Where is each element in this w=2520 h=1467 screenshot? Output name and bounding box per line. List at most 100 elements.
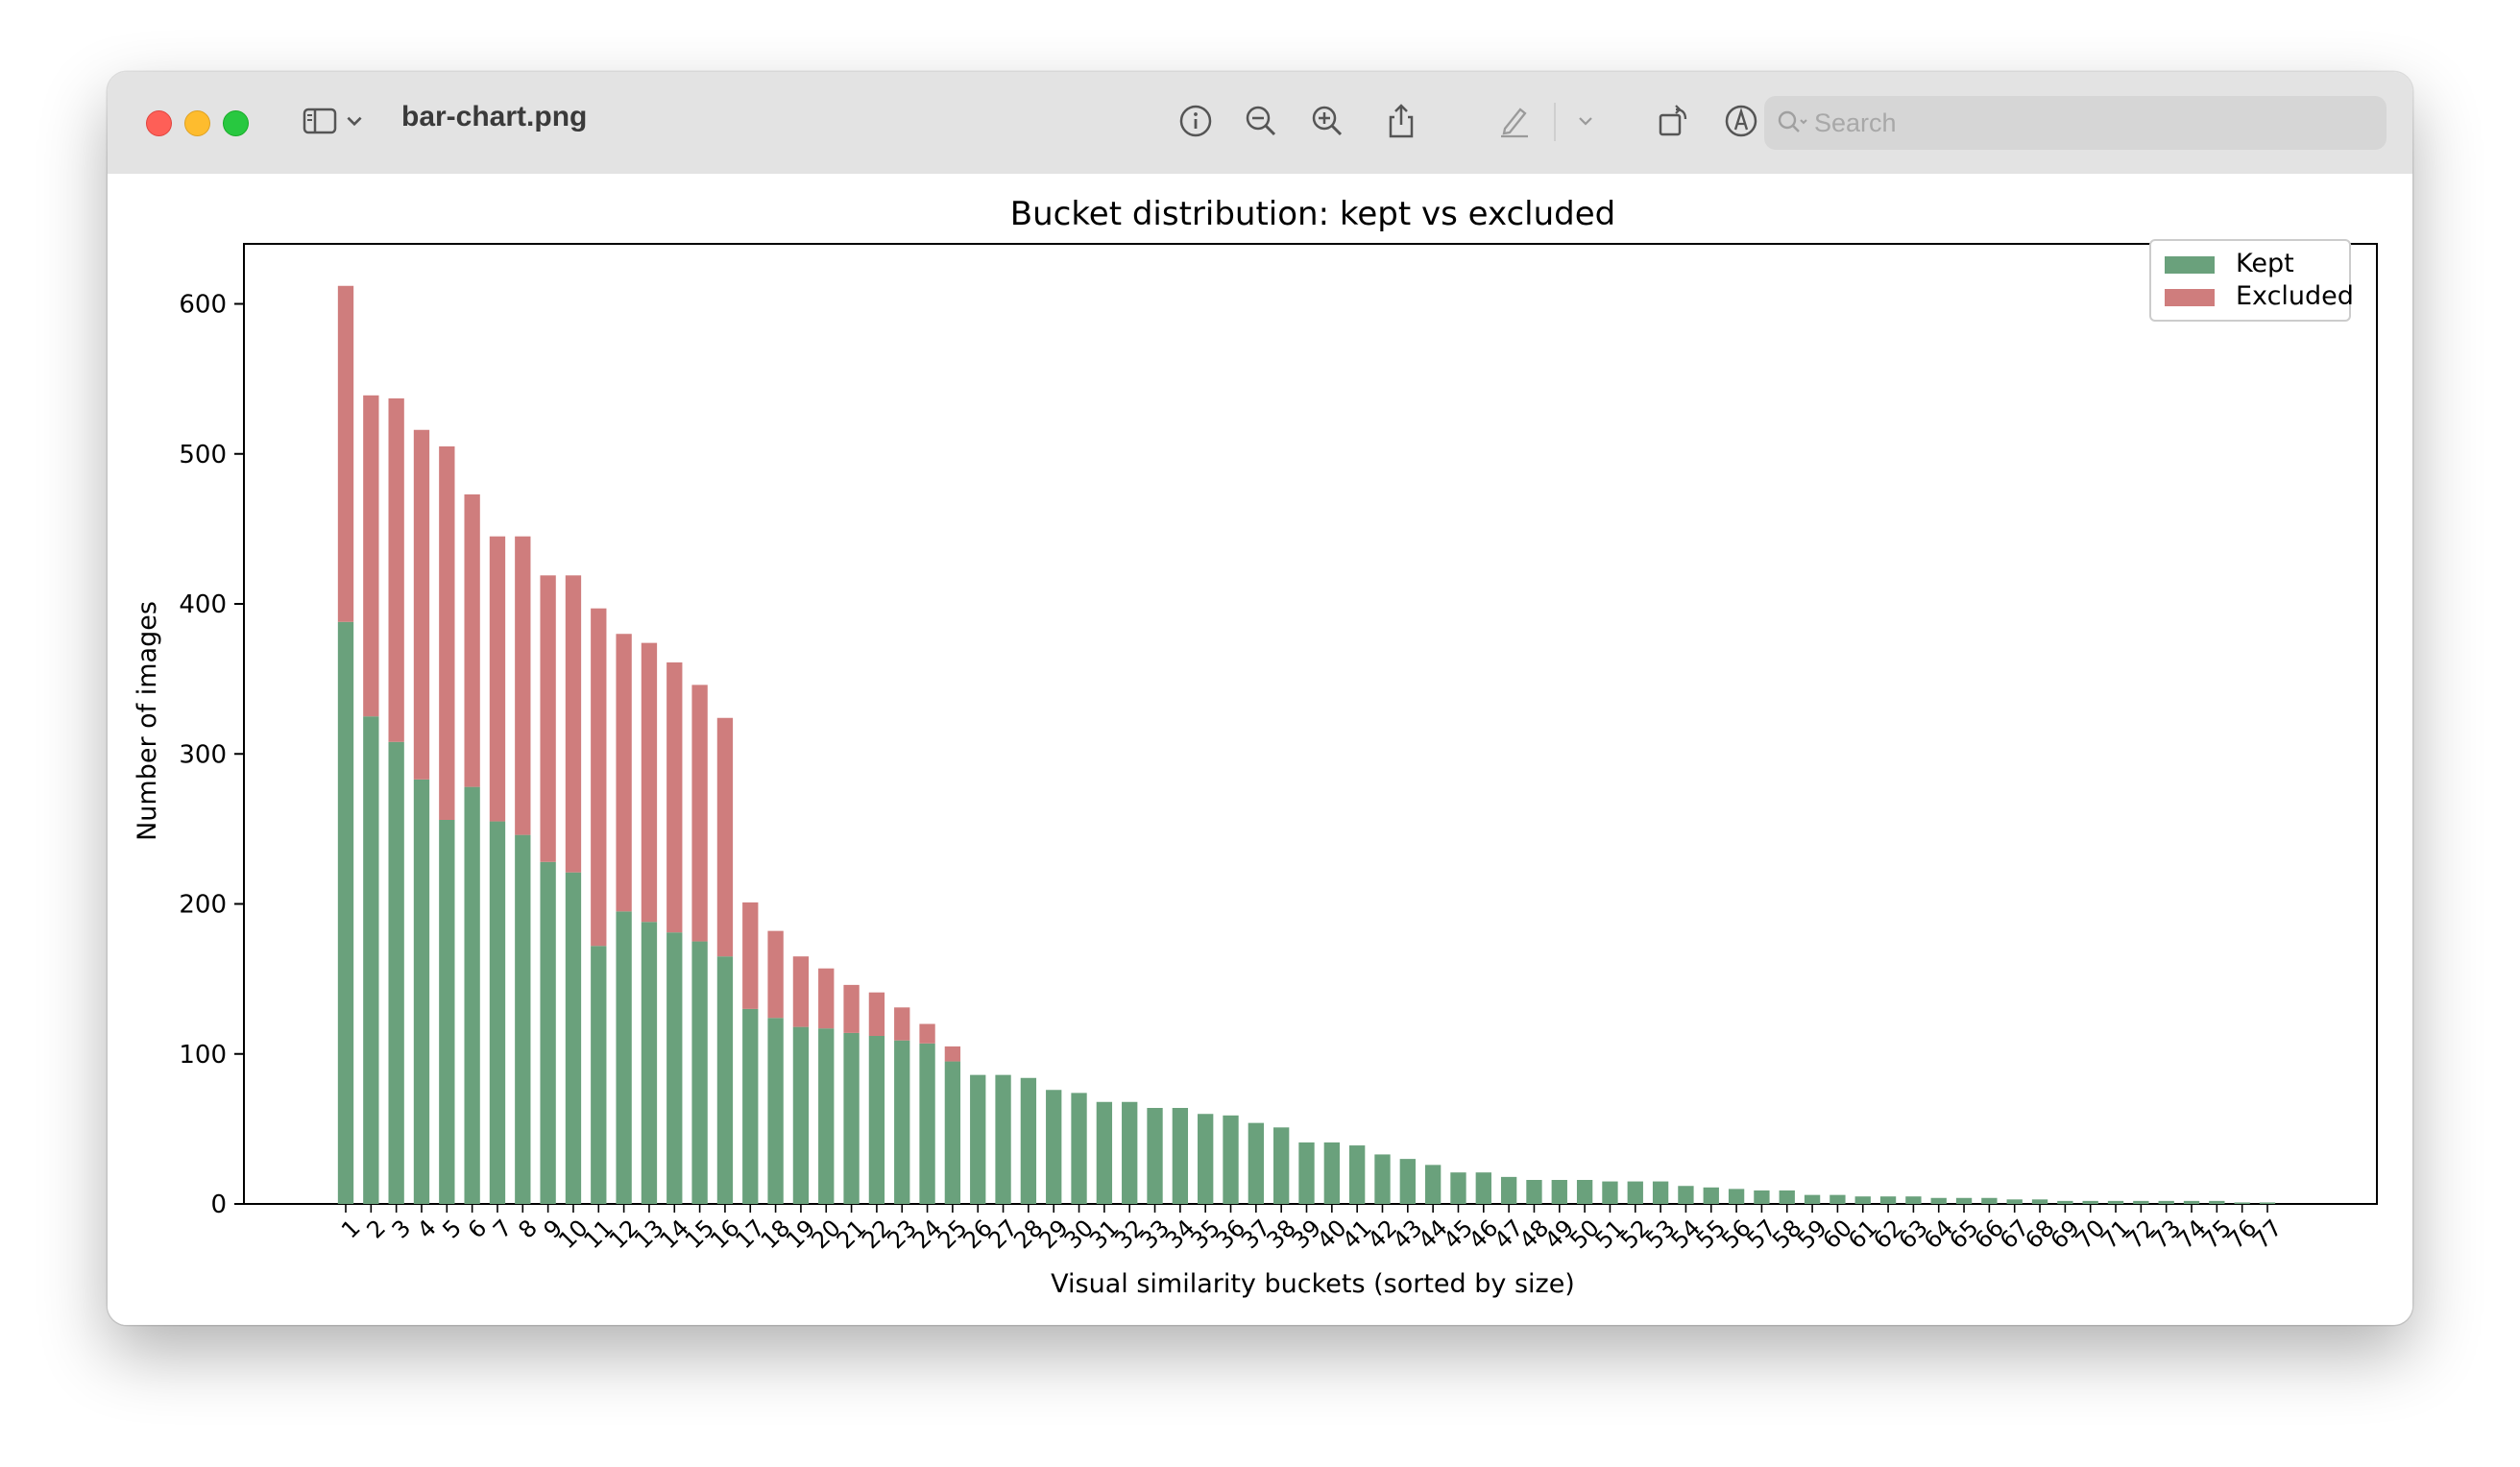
bar-kept-51 [1602, 1181, 1618, 1204]
bar-kept-49 [1551, 1180, 1567, 1204]
bar-kept-19 [792, 1026, 810, 1204]
chevron-down-icon [347, 116, 362, 127]
bar-excluded-7 [489, 536, 506, 822]
bar-kept-45 [1450, 1172, 1466, 1204]
document-title: bar-chart.png [401, 101, 588, 132]
zoom-button[interactable] [223, 110, 249, 136]
markup-options-button[interactable] [1571, 97, 1600, 145]
image-viewport: 0 100 200 300 400 500 600 1 2 3 4 5 6 7 8 9 10 11 12 13 14 15… [108, 174, 2412, 1325]
search-placeholder: Search [1814, 108, 1897, 137]
bar-excluded-24 [919, 1023, 935, 1044]
bar-kept-3 [388, 741, 404, 1204]
x-tick-label: 2 [361, 1214, 391, 1244]
legend-label-excluded: Excluded [2236, 281, 2354, 311]
bar-kept-20 [818, 1028, 835, 1204]
search-field[interactable]: Search [1764, 96, 2387, 150]
bar-kept-71 [2107, 1200, 2124, 1204]
bar-kept-63 [1905, 1196, 1922, 1204]
close-button[interactable] [146, 110, 172, 136]
zoom-in-button[interactable] [1303, 97, 1351, 145]
rotate-button[interactable] [1650, 97, 1698, 145]
bar-kept-2 [363, 716, 379, 1204]
bar-kept-24 [919, 1043, 935, 1204]
bar-excluded-16 [716, 717, 734, 957]
bar-kept-62 [1879, 1196, 1897, 1204]
bar-excluded-15 [691, 685, 708, 942]
share-button[interactable] [1377, 97, 1425, 145]
chart-title: Bucket distribution: kept vs excluded [1010, 195, 1616, 233]
bar-kept-14 [666, 932, 683, 1204]
bar-kept-53 [1652, 1181, 1669, 1204]
y-tick-label: 600 [179, 291, 227, 320]
bar-kept-46 [1475, 1172, 1491, 1204]
bar-kept-48 [1526, 1180, 1542, 1204]
bar-kept-68 [2031, 1199, 2048, 1204]
bar-kept-72 [2133, 1200, 2149, 1204]
bar-kept-42 [1374, 1154, 1391, 1204]
bar-kept-25 [944, 1061, 961, 1204]
bar-kept-17 [742, 1008, 759, 1204]
bar-kept-1 [337, 621, 354, 1204]
minimize-button[interactable] [184, 110, 210, 136]
bar-kept-37 [1248, 1122, 1265, 1204]
bar-kept-69 [2057, 1200, 2073, 1204]
bar-kept-77 [2259, 1202, 2276, 1204]
bar-kept-52 [1627, 1181, 1643, 1204]
bar-excluded-6 [464, 493, 480, 787]
bar-chart: 0100200300400500600123456789101112131415… [133, 195, 2378, 1299]
bar-excluded-2 [363, 395, 379, 717]
annotate-button[interactable] [1717, 97, 1765, 145]
bar-kept-74 [2183, 1200, 2200, 1204]
x-tick-label: 4 [412, 1214, 442, 1244]
bar-kept-16 [716, 956, 734, 1204]
bar-excluded-5 [439, 445, 455, 820]
bar-kept-67 [2006, 1199, 2023, 1204]
bar-kept-23 [894, 1040, 910, 1204]
bar-excluded-12 [616, 634, 632, 912]
x-tick-label: 8 [513, 1214, 543, 1244]
bar-kept-22 [868, 1036, 885, 1204]
bar-kept-32 [1122, 1101, 1138, 1204]
bar-kept-65 [1955, 1197, 1973, 1204]
bar-excluded-21 [843, 984, 860, 1033]
x-tick-label: 7 [488, 1214, 518, 1244]
zoom-out-button[interactable] [1237, 97, 1285, 145]
x-tick-label: 1 [336, 1214, 366, 1244]
bar-excluded-20 [818, 968, 835, 1029]
bar-kept-10 [565, 872, 582, 1204]
bar-kept-41 [1348, 1145, 1366, 1204]
bar-kept-57 [1754, 1190, 1770, 1204]
bar-kept-64 [1930, 1197, 1947, 1204]
bar-excluded-19 [792, 956, 810, 1027]
sidebar-options-button[interactable] [340, 97, 369, 145]
bar-kept-15 [691, 941, 708, 1204]
x-tick-label: 3 [387, 1214, 417, 1244]
y-tick-label: 100 [179, 1041, 227, 1070]
bar-kept-43 [1399, 1159, 1416, 1204]
bar-kept-13 [641, 922, 658, 1204]
bar-kept-26 [970, 1074, 986, 1204]
markup-pen-icon [1501, 108, 1528, 138]
y-tick-label: 400 [179, 590, 227, 619]
sidebar-toggle-button[interactable] [296, 97, 344, 145]
info-button[interactable] [1172, 97, 1220, 145]
legend-label-kept: Kept [2236, 249, 2294, 278]
y-tick-label: 0 [210, 1190, 227, 1219]
bar-kept-5 [439, 820, 455, 1204]
sidebar-icon [303, 108, 337, 134]
toolbar-divider [1554, 103, 1556, 141]
markup-button[interactable] [1490, 97, 1539, 145]
bar-kept-33 [1147, 1108, 1163, 1204]
y-tick-label: 200 [179, 891, 227, 920]
bar-kept-40 [1323, 1142, 1340, 1204]
bar-kept-59 [1804, 1194, 1821, 1204]
bar-kept-60 [1829, 1194, 1846, 1204]
bar-kept-73 [2158, 1200, 2174, 1204]
bar-kept-9 [540, 861, 556, 1204]
bar-excluded-13 [641, 642, 658, 923]
bar-kept-27 [995, 1074, 1011, 1204]
bar-kept-7 [489, 821, 506, 1204]
x-axis-label: Visual similarity buckets (sorted by siz… [1051, 1269, 1575, 1299]
bar-kept-11 [591, 946, 607, 1204]
x-tick-label: 77 [2247, 1214, 2287, 1254]
